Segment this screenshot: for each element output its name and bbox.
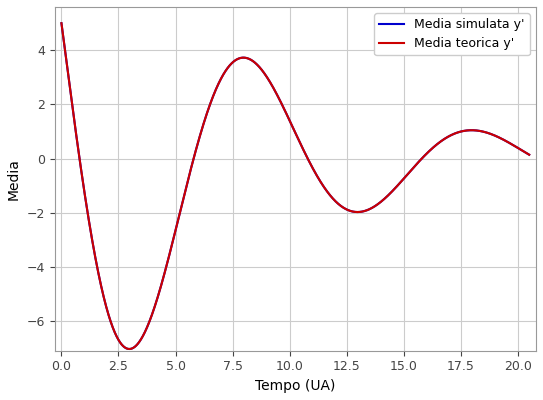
Media simulata y' <box>466 128 473 133</box>
Line: Media teorica y': Media teorica y' <box>61 23 529 349</box>
Legend: Media simulata y', Media teorica y': Media simulata y', Media teorica y' <box>374 13 530 56</box>
Line: Media simulata y': Media simulata y' <box>61 23 529 349</box>
Media teorica y' <box>517 147 523 152</box>
Media simulata y' <box>111 330 118 335</box>
Media simulata y' <box>258 67 264 72</box>
X-axis label: Tempo (UA): Tempo (UA) <box>255 379 336 393</box>
Media teorica y' <box>526 152 533 157</box>
Media simulata y' <box>526 152 533 157</box>
Media simulata y' <box>517 147 523 152</box>
Media teorica y' <box>140 334 146 339</box>
Media teorica y' <box>126 346 132 351</box>
Media teorica y' <box>238 56 244 60</box>
Media teorica y' <box>466 128 473 133</box>
Media simulata y' <box>126 346 132 351</box>
Media simulata y' <box>58 21 65 26</box>
Media simulata y' <box>238 56 244 60</box>
Media simulata y' <box>140 334 146 339</box>
Media teorica y' <box>111 330 118 335</box>
Y-axis label: Media: Media <box>7 158 21 200</box>
Media teorica y' <box>258 67 264 72</box>
Media teorica y' <box>58 21 65 26</box>
